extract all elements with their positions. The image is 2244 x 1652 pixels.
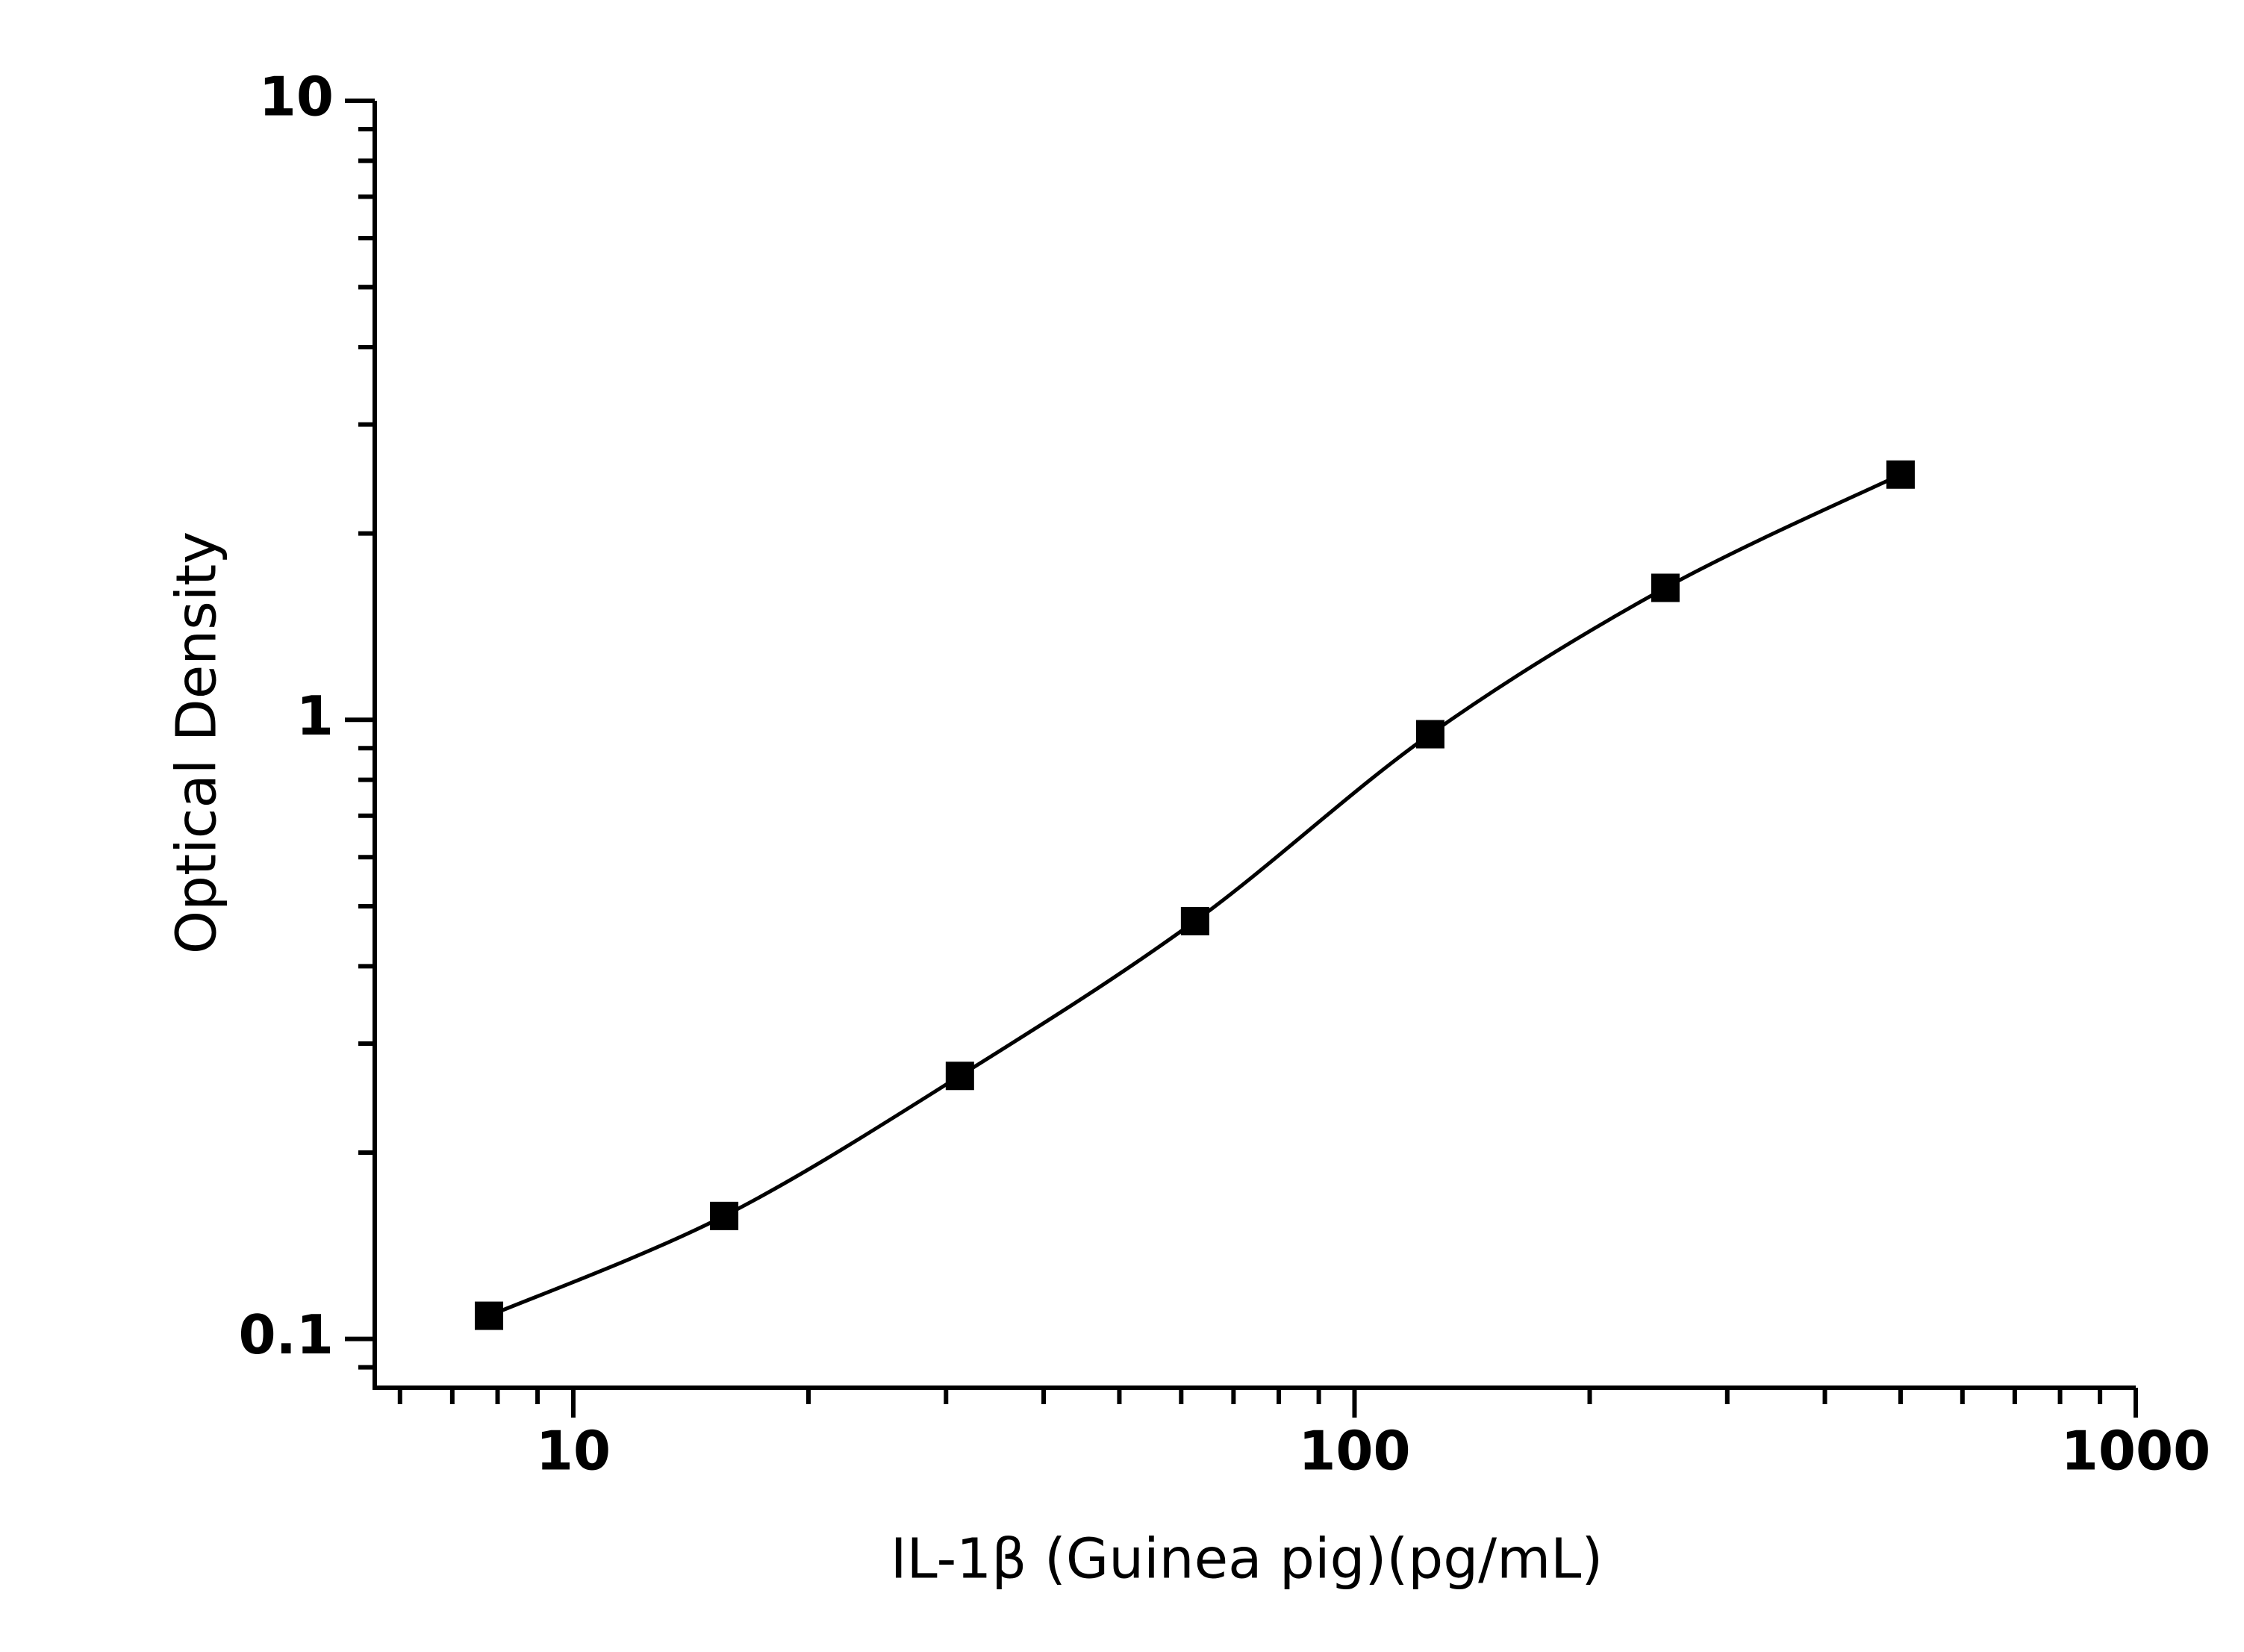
- data-point: [475, 1301, 504, 1330]
- data-point: [945, 1062, 974, 1091]
- y-tick-label: 1: [296, 685, 334, 747]
- data-point: [1651, 573, 1680, 602]
- y-tick-label: 10: [259, 66, 334, 128]
- data-point: [1180, 906, 1209, 935]
- y-axis-title: Optical Density: [165, 532, 229, 954]
- data-point: [1886, 460, 1915, 489]
- x-axis-title: IL-1β (Guinea pig)(pg/mL): [891, 1527, 1603, 1592]
- y-tick-label: 0.1: [238, 1303, 334, 1366]
- x-tick-label: 100: [1298, 1420, 1410, 1483]
- data-point: [1415, 720, 1444, 749]
- data-point: [710, 1201, 739, 1230]
- fit-curve: [488, 473, 1902, 1318]
- x-tick-label: 1000: [2061, 1420, 2210, 1483]
- x-tick-label: 10: [536, 1420, 611, 1483]
